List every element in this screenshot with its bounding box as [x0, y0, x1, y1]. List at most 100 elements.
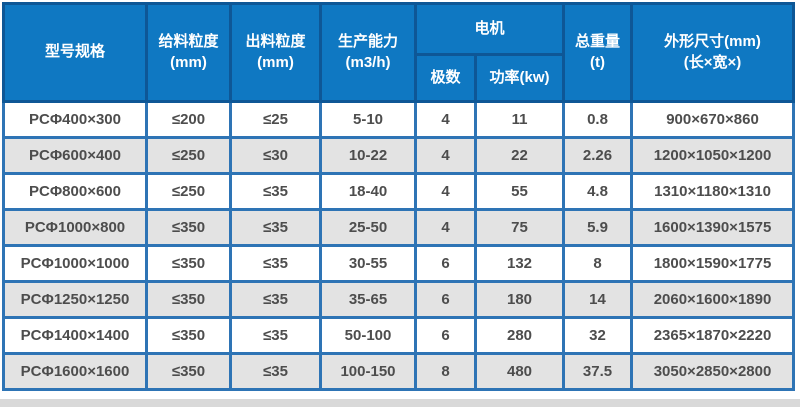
table-cell-col0: PCΦ1400×1400 — [2, 316, 148, 355]
col-header-feed-size-line2: (mm) — [170, 53, 207, 71]
col-header-capacity-line1: 生产能力 — [337, 33, 398, 51]
table-row: PCΦ1400×1400 ≤350 ≤35 50-100 6 280 32 2365×1870… — [2, 316, 796, 355]
table-cell-col4: 8 — [414, 352, 477, 391]
table-cell-col3: 35-65 — [319, 280, 417, 319]
table-cell-col5: 132 — [473, 244, 566, 283]
table-cell-col1: ≤250 — [145, 136, 232, 175]
table-row: PCΦ600×400 ≤250 ≤30 10-22 4 22 2.26 1200×1050×1… — [2, 136, 796, 175]
col-header-poles: 极数 — [414, 53, 477, 103]
table-cell-col0: PCΦ600×400 — [2, 136, 148, 175]
table-cell-col0: PCΦ1000×800 — [2, 208, 148, 247]
table-cell-col3: 10-22 — [319, 136, 417, 175]
table-cell-col6: 37.5 — [562, 352, 634, 391]
table-row: PCΦ800×600 ≤250 ≤35 18-40 4 55 4.8 1310×1180×13… — [2, 172, 796, 211]
table-cell-col0: PCΦ1600×1600 — [2, 352, 148, 391]
table-cell-col7: 900×670×860 — [630, 100, 796, 139]
table-cell-col4: 4 — [414, 208, 477, 247]
table-row: PCΦ1000×800 ≤350 ≤35 25-50 4 75 5.9 1600×1390×1… — [2, 208, 796, 247]
col-header-motor-label: 电机 — [474, 19, 505, 37]
table-cell-col1: ≤350 — [145, 352, 232, 391]
table-cell-col2: ≤25 — [229, 100, 322, 139]
table-cell-col1: ≤350 — [145, 208, 232, 247]
col-header-power: 功率(kw) — [473, 53, 566, 103]
col-header-model-label: 型号规格 — [44, 43, 105, 61]
table-cell-col0: PCΦ400×300 — [2, 100, 148, 139]
col-header-feed-size: 给料粒度 (mm) — [145, 2, 232, 103]
table-cell-col7: 1800×1590×1775 — [630, 244, 796, 283]
table-cell-col4: 4 — [414, 172, 477, 211]
table-cell-col4: 4 — [414, 100, 477, 139]
table-cell-col2: ≤35 — [229, 280, 322, 319]
table-cell-col5: 480 — [473, 352, 566, 391]
col-header-model: 型号规格 — [2, 2, 148, 103]
table-cell-col6: 4.8 — [562, 172, 634, 211]
table-cell-col0: PCΦ1250×1250 — [2, 280, 148, 319]
table-cell-col0: PCΦ1000×1000 — [2, 244, 148, 283]
table-cell-col4: 4 — [414, 136, 477, 175]
table-cell-col3: 30-55 — [319, 244, 417, 283]
col-header-capacity: 生产能力 (m3/h) — [319, 2, 417, 103]
col-header-output-size: 出料粒度 (mm) — [229, 2, 322, 103]
table-cell-col1: ≤350 — [145, 280, 232, 319]
table-cell-col1: ≤350 — [145, 244, 232, 283]
table-row: PCΦ1000×1000 ≤350 ≤35 30-55 6 132 8 1800×1590×1… — [2, 244, 796, 283]
table-body: PCΦ400×300 ≤200 ≤25 5-10 4 11 0.8 900×670×860 PC… — [2, 100, 796, 391]
table-cell-col6: 32 — [562, 316, 634, 355]
col-header-feed-size-line1: 给料粒度 — [158, 33, 219, 51]
table-cell-col2: ≤35 — [229, 208, 322, 247]
col-header-poles-label: 极数 — [430, 68, 461, 86]
col-header-power-label: 功率(kw) — [489, 68, 550, 86]
col-header-output-size-line1: 出料粒度 — [245, 33, 306, 51]
table-cell-col4: 6 — [414, 244, 477, 283]
table-row: PCΦ1600×1600 ≤350 ≤35 100-150 8 480 37.5 3050×2… — [2, 352, 796, 391]
table-row: PCΦ400×300 ≤200 ≤25 5-10 4 11 0.8 900×670×860 — [2, 100, 796, 139]
col-header-dimensions-line2: (长×宽×) — [683, 53, 742, 71]
table-cell-col5: 75 — [473, 208, 566, 247]
col-header-weight-line2: (t) — [590, 53, 606, 71]
table-cell-col2: ≤35 — [229, 316, 322, 355]
table-cell-col7: 2060×1600×1890 — [630, 280, 796, 319]
col-header-capacity-line2: (m3/h) — [345, 53, 391, 71]
table-cell-col6: 8 — [562, 244, 634, 283]
table-cell-col6: 14 — [562, 280, 634, 319]
col-header-weight: 总重量 (t) — [562, 2, 634, 103]
table-cell-col3: 50-100 — [319, 316, 417, 355]
table-cell-col6: 0.8 — [562, 100, 634, 139]
table-cell-col5: 22 — [473, 136, 566, 175]
page-bottom-strip — [0, 399, 800, 407]
table-cell-col5: 180 — [473, 280, 566, 319]
table-cell-col1: ≤250 — [145, 172, 232, 211]
col-header-dimensions: 外形尺寸(mm) (长×宽×) — [630, 2, 796, 103]
table-cell-col3: 18-40 — [319, 172, 417, 211]
table-cell-col2: ≤30 — [229, 136, 322, 175]
col-header-output-size-line2: (mm) — [257, 53, 294, 71]
table-cell-col6: 2.26 — [562, 136, 634, 175]
table-cell-col6: 5.9 — [562, 208, 634, 247]
table-cell-col2: ≤35 — [229, 172, 322, 211]
table-cell-col4: 6 — [414, 280, 477, 319]
table-cell-col3: 25-50 — [319, 208, 417, 247]
table-cell-col4: 6 — [414, 316, 477, 355]
table-cell-col5: 280 — [473, 316, 566, 355]
table-cell-col1: ≤200 — [145, 100, 232, 139]
table-cell-col5: 11 — [473, 100, 566, 139]
table-cell-col7: 3050×2850×2800 — [630, 352, 796, 391]
col-header-dimensions-line1: 外形尺寸(mm) — [664, 33, 761, 51]
table-header: 型号规格 给料粒度 (mm) 出料粒度 (mm) 生产能力 (m3/h) 电机 — [2, 2, 796, 103]
table-cell-col3: 5-10 — [319, 100, 417, 139]
table-cell-col2: ≤35 — [229, 244, 322, 283]
table-cell-col0: PCΦ800×600 — [2, 172, 148, 211]
col-header-motor: 电机 — [413, 2, 566, 56]
table-cell-col5: 55 — [473, 172, 566, 211]
table-cell-col7: 1310×1180×1310 — [630, 172, 796, 211]
table-cell-col7: 1600×1390×1575 — [630, 208, 796, 247]
table-cell-col2: ≤35 — [229, 352, 322, 391]
table-cell-col1: ≤350 — [145, 316, 232, 355]
table-cell-col7: 2365×1870×2220 — [630, 316, 796, 355]
spec-table: 型号规格 给料粒度 (mm) 出料粒度 (mm) 生产能力 (m3/h) 电机 — [2, 2, 796, 391]
table-cell-col3: 100-150 — [319, 352, 417, 391]
col-header-weight-line1: 总重量 — [575, 33, 621, 51]
table-cell-col7: 1200×1050×1200 — [630, 136, 796, 175]
table-row: PCΦ1250×1250 ≤350 ≤35 35-65 6 180 14 2060×1600×… — [2, 280, 796, 319]
